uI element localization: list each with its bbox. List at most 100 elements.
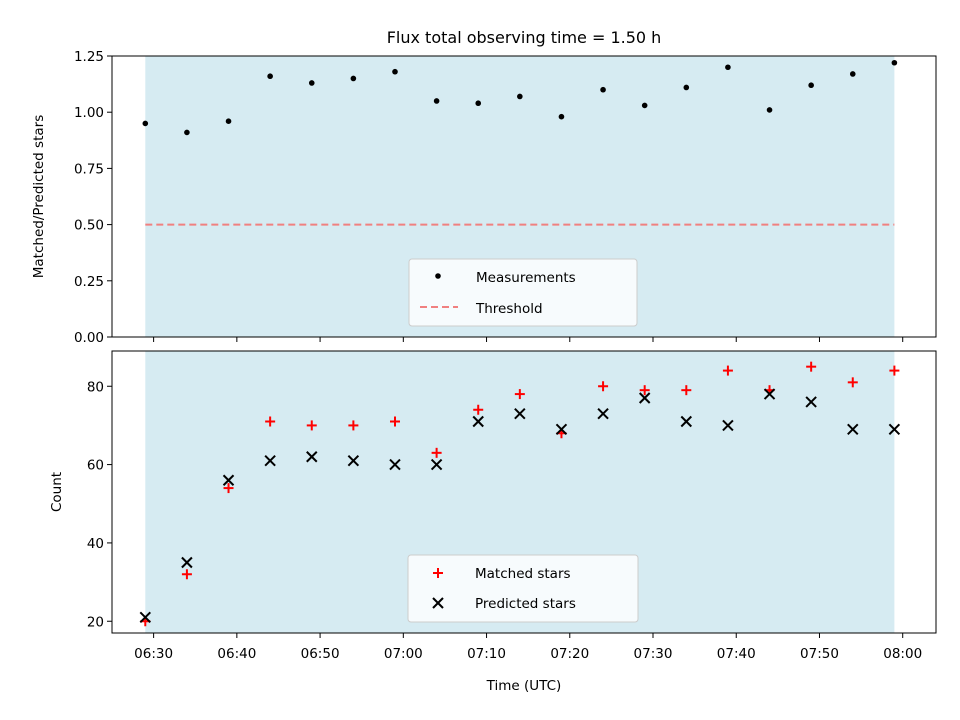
matched-star-marker bbox=[514, 389, 525, 400]
x-tick-label: 07:50 bbox=[800, 646, 839, 662]
legend-label-measurements: Measurements bbox=[476, 270, 576, 286]
x-axis-label: Time (UTC) bbox=[486, 678, 562, 694]
matched-star-marker bbox=[598, 381, 609, 392]
y-tick-label: 0.50 bbox=[74, 218, 104, 234]
x-axis-ticks: 06:30 06:40 06:50 07:00 07:10 07:20 07:30 07:40… bbox=[134, 633, 922, 662]
matched-star-marker bbox=[681, 385, 692, 396]
measurement-point bbox=[225, 118, 232, 124]
matched-star-marker bbox=[306, 420, 317, 431]
measurement-points bbox=[142, 59, 898, 136]
matched-star-marker bbox=[847, 377, 858, 388]
measurement-point bbox=[267, 73, 273, 80]
matched-star-marker bbox=[722, 365, 733, 376]
measurement-point bbox=[350, 75, 357, 82]
legend-label-predicted: Predicted stars bbox=[475, 596, 576, 612]
measurement-point bbox=[641, 102, 648, 109]
predicted-star-markers bbox=[139, 388, 901, 624]
y-axis-label: Matched/Predicted stars bbox=[31, 115, 47, 278]
legend-label-matched: Matched stars bbox=[475, 566, 571, 582]
predicted-star-marker bbox=[555, 423, 568, 436]
matched-star-marker bbox=[806, 361, 817, 372]
matched-star-marker bbox=[265, 416, 276, 427]
legend-box bbox=[408, 258, 638, 327]
predicted-star-marker bbox=[264, 454, 276, 467]
chart-title: Flux total observing time = 1.50 h bbox=[387, 28, 662, 47]
predicted-star-marker bbox=[847, 423, 859, 436]
predicted-star-marker bbox=[680, 415, 693, 428]
matched-star-marker bbox=[889, 365, 900, 376]
y-tick-label: 40 bbox=[87, 536, 104, 552]
y-tick-label: 1.00 bbox=[74, 105, 104, 121]
ratio-panel-frame bbox=[111, 55, 937, 338]
measurement-point bbox=[433, 98, 440, 104]
predicted-star-marker bbox=[306, 451, 318, 463]
y-tick-label: 0.75 bbox=[74, 161, 104, 177]
legend-label-threshold: Threshold bbox=[475, 301, 543, 317]
legend-box bbox=[407, 554, 639, 623]
legend-x-icon bbox=[432, 597, 444, 609]
measurement-point bbox=[517, 93, 523, 100]
predicted-star-marker bbox=[722, 419, 734, 432]
predicted-star-marker bbox=[181, 556, 193, 569]
ratio-legend: Measurements Threshold bbox=[408, 258, 638, 327]
matched-star-marker bbox=[639, 385, 650, 396]
matched-star-marker bbox=[389, 416, 400, 427]
y-axis-ticks: 20 40 60 80 bbox=[87, 379, 112, 630]
matched-star-marker bbox=[181, 569, 192, 580]
x-tick-label: 08:00 bbox=[883, 646, 922, 662]
predicted-star-marker bbox=[430, 458, 443, 471]
y-axis-ticks: 0.00 0.25 0.50 0.75 1.00 1.25 bbox=[74, 49, 112, 346]
count-legend: Matched stars Predicted stars bbox=[407, 554, 639, 623]
legend-dot-icon bbox=[435, 273, 441, 279]
legend-plus-mark bbox=[433, 568, 443, 578]
measurement-point bbox=[766, 107, 773, 113]
x-tick-label: 06:50 bbox=[301, 646, 340, 662]
y-tick-label: 0.00 bbox=[74, 330, 104, 346]
predicted-star-marker bbox=[472, 415, 484, 428]
measurement-point bbox=[891, 59, 898, 66]
measurement-point bbox=[600, 86, 606, 93]
predicted-star-marker bbox=[888, 423, 901, 436]
predicted-star-marker bbox=[389, 458, 401, 471]
predicted-star-marker bbox=[347, 454, 360, 467]
predicted-star-marker bbox=[597, 407, 609, 420]
legend-x-mark bbox=[432, 597, 444, 609]
predicted-star-marker bbox=[514, 407, 526, 420]
x-tick-label: 07:00 bbox=[384, 646, 423, 662]
y-tick-label: 1.25 bbox=[74, 49, 104, 65]
x-tick-label: 07:30 bbox=[634, 646, 673, 662]
y-axis-label: Count bbox=[49, 472, 65, 512]
matched-star-marker bbox=[348, 420, 359, 431]
y-tick-label: 0.25 bbox=[74, 274, 104, 290]
ratio-panel: 0.00 0.25 0.50 0.75 1.00 1.25 Flux total obse… bbox=[31, 28, 937, 346]
measurement-point bbox=[308, 80, 315, 86]
measurement-point bbox=[683, 84, 690, 91]
x-tick-label: 07:40 bbox=[717, 646, 756, 662]
measurement-point bbox=[392, 68, 398, 75]
x-tick-label: 07:20 bbox=[550, 646, 589, 662]
y-tick-label: 80 bbox=[87, 379, 104, 395]
matched-star-marker bbox=[473, 404, 484, 415]
measurement-point bbox=[808, 82, 814, 89]
x-axis-tick-marks bbox=[153, 337, 904, 342]
predicted-star-marker bbox=[139, 611, 152, 624]
predicted-star-marker bbox=[638, 392, 651, 404]
measurement-point bbox=[849, 71, 856, 77]
measurement-point bbox=[558, 113, 565, 120]
y-tick-label: 60 bbox=[87, 458, 104, 474]
x-tick-label: 06:30 bbox=[134, 646, 173, 662]
measurement-point bbox=[475, 100, 482, 107]
measurement-point bbox=[184, 129, 190, 136]
predicted-star-marker bbox=[222, 474, 235, 486]
legend-plus-icon bbox=[433, 568, 443, 578]
x-tick-label: 07:10 bbox=[467, 646, 506, 662]
x-tick-label: 06:40 bbox=[217, 646, 256, 662]
measurement-point bbox=[725, 64, 731, 71]
measurement-point bbox=[142, 120, 149, 127]
count-panel-frame bbox=[111, 350, 937, 634]
predicted-star-marker bbox=[763, 388, 776, 400]
predicted-star-marker bbox=[805, 396, 817, 408]
matched-star-marker bbox=[431, 447, 442, 458]
